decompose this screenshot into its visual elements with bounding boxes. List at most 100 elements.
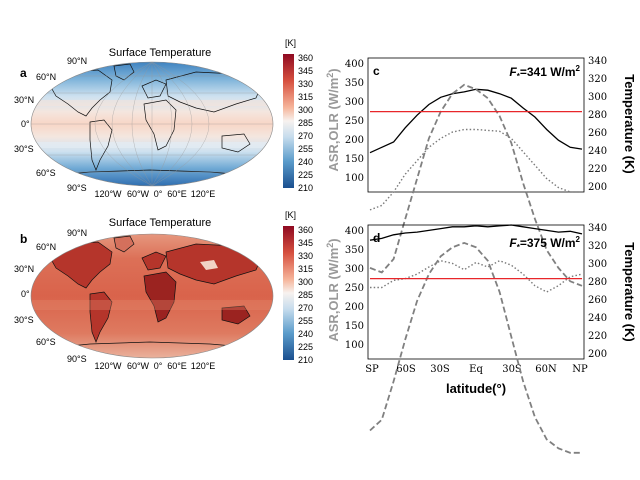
chart-panel-c: c F*=341 W/m2 100 150 200 250 300 350 40… xyxy=(325,56,637,287)
y-tick-label: 300 xyxy=(345,97,364,108)
colorbar-tick: 360 xyxy=(298,53,313,63)
colorbar-tick: 270 xyxy=(298,131,313,141)
y-tick-label: 220 xyxy=(588,331,607,342)
y-tick-label: 340 xyxy=(588,56,607,67)
x-tick-label: NP xyxy=(572,364,588,375)
y-tick-label: 300 xyxy=(345,264,364,275)
colorbar-b xyxy=(283,226,294,360)
y-tick-label: 250 xyxy=(345,283,364,294)
y-tick-label: 400 xyxy=(345,59,364,70)
right-ticks-d: 200 220 240 260 280 300 320 340 xyxy=(588,223,607,360)
y-tick-label: 260 xyxy=(588,295,607,306)
y-tick-label: 150 xyxy=(345,154,364,165)
lat-label: 60°S xyxy=(36,337,56,347)
lat-label: 90°S xyxy=(67,354,87,364)
x-tick-label: 60N xyxy=(535,364,557,375)
lon-label: 120°E xyxy=(191,189,216,199)
lat-label: 90°N xyxy=(67,228,87,238)
y-tick-label: 150 xyxy=(345,321,364,332)
y-tick-label: 100 xyxy=(345,340,364,351)
continent-australia xyxy=(221,305,251,325)
x-tick-label: 30S xyxy=(430,364,450,375)
continent-europe xyxy=(141,79,167,99)
map-title-a: Surface Temperature xyxy=(109,47,212,59)
colorbar-tick: 240 xyxy=(298,157,313,167)
colorbar-tick: 270 xyxy=(298,303,313,313)
map-panel-b: b Surface Temperature 90°N 60°N 30°N 0° … xyxy=(14,210,313,371)
map-a-lat-labels: 90°N 60°N 30°N 0° 30°S 60°S 90°S xyxy=(14,56,87,193)
lon-label: 0° xyxy=(154,361,163,371)
lat-label: 30°S xyxy=(14,315,34,325)
series-line-surface-temperature xyxy=(369,224,583,241)
colorbar-tick: 315 xyxy=(298,264,313,274)
y-tick-label: 260 xyxy=(588,128,607,139)
colorbar-tick: 360 xyxy=(298,225,313,235)
series-layer-d xyxy=(369,224,583,454)
series-line-olr xyxy=(370,259,583,293)
lat-label: 0° xyxy=(21,119,30,129)
colorbar-unit-a: [K] xyxy=(285,38,296,48)
continent-north-america xyxy=(47,69,113,117)
x-tick-label: Eq xyxy=(469,364,483,375)
lon-label: 0° xyxy=(154,189,163,199)
colorbar-tick: 225 xyxy=(298,342,313,352)
map-a-lon-labels: 120°W 60°W 0° 60°E 120°E xyxy=(94,189,215,199)
colorbar-tick: 210 xyxy=(298,183,313,193)
lat-label: 60°N xyxy=(36,242,56,252)
y-tick-label: 300 xyxy=(588,92,607,103)
left-ticks-c: 100 150 200 250 300 350 400 xyxy=(345,59,364,184)
annotation-d: F*=375 W/m2 xyxy=(509,235,580,252)
colorbar-tick: 255 xyxy=(298,144,313,154)
continent-europe xyxy=(141,251,167,271)
right-ticks-c: 200 220 240 260 280 300 320 340 xyxy=(588,56,607,193)
lon-label: 60°E xyxy=(167,361,187,371)
y-tick-label: 280 xyxy=(588,110,607,121)
x-tick-label: 30S xyxy=(502,364,522,375)
y-tick-label: 320 xyxy=(588,74,607,85)
y-tick-label: 280 xyxy=(588,277,607,288)
colorbar-tick: 300 xyxy=(298,105,313,115)
plot-frame-d xyxy=(367,224,585,360)
series-layer-c xyxy=(369,83,583,287)
colorbar-a-ticks: 360 345 330 315 300 285 270 255 240 225 … xyxy=(298,53,313,193)
lat-label: 0° xyxy=(21,289,30,299)
y-tick-label: 320 xyxy=(588,241,607,252)
y-tick-label: 400 xyxy=(345,226,364,237)
x-ticks-d: SP 60S 30S Eq 30S 60N NP xyxy=(365,364,588,375)
colorbar-tick: 345 xyxy=(298,66,313,76)
y-tick-label: 100 xyxy=(345,173,364,184)
y-tick-label: 350 xyxy=(345,78,364,89)
series-line-asr xyxy=(369,83,583,287)
colorbar-a xyxy=(283,54,294,188)
colorbar-tick: 315 xyxy=(298,92,313,102)
map-panel-a: a Surface Temperature xyxy=(14,38,313,199)
continent-africa xyxy=(143,271,177,323)
y-tick-label: 200 xyxy=(345,302,364,313)
y-tick-label: 200 xyxy=(588,349,607,360)
series-line-surface-temperature xyxy=(369,88,583,154)
lon-label: 60°W xyxy=(127,361,150,371)
colorbar-unit-b: [K] xyxy=(285,210,296,220)
y-tick-label: 250 xyxy=(345,116,364,127)
lat-label: 30°N xyxy=(14,95,34,105)
map-title-b: Surface Temperature xyxy=(109,217,212,229)
lon-label: 120°W xyxy=(94,361,122,371)
y-tick-label: 340 xyxy=(588,223,607,234)
lat-label: 90°N xyxy=(67,56,87,66)
y-tick-label: 350 xyxy=(345,245,364,256)
continent-australia xyxy=(221,133,251,153)
colorbar-tick: 330 xyxy=(298,79,313,89)
series-line-olr xyxy=(369,128,582,211)
chart-panel-d: d F*=375 W/m2 100 150 200 250 300 350 40… xyxy=(325,223,637,454)
left-ticks-d: 100 150 200 250 300 350 400 xyxy=(345,226,364,351)
series-line-asr xyxy=(369,241,582,454)
colorbar-tick: 285 xyxy=(298,290,313,300)
annotation-c: F*=341 W/m2 xyxy=(509,64,580,81)
colorbar-tick: 255 xyxy=(298,316,313,326)
colorbar-tick: 330 xyxy=(298,251,313,261)
lon-label: 120°E xyxy=(191,361,216,371)
y-tick-label: 300 xyxy=(588,259,607,270)
x-tick-label: SP xyxy=(365,364,379,375)
continent-greenland xyxy=(113,235,135,253)
